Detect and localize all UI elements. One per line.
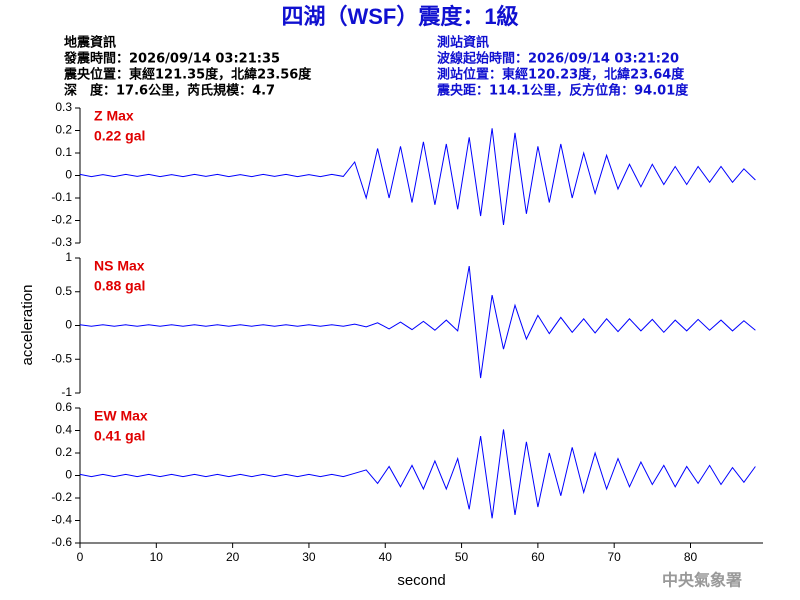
info-right: 測站位置：東經120.23度，北緯23.64度 bbox=[437, 67, 685, 83]
y-tick-label: -1 bbox=[61, 385, 72, 399]
y-tick-label: 0 bbox=[65, 468, 72, 482]
max-label: EW Max bbox=[94, 408, 148, 424]
waveform bbox=[79, 429, 756, 519]
info-left: 震央位置：東經121.35度，北緯23.56度 bbox=[63, 67, 312, 83]
x-tick-label: 0 bbox=[77, 550, 84, 564]
y-tick-label: 0.4 bbox=[55, 423, 72, 437]
y-tick-label: 0 bbox=[65, 318, 72, 332]
info-right: 震央距：114.1公里，反方位角：94.01度 bbox=[436, 83, 689, 99]
y-tick-label: -0.5 bbox=[51, 351, 72, 365]
y-tick-label: 0.5 bbox=[55, 284, 72, 298]
waveform bbox=[79, 266, 756, 379]
y-tick-label: 1 bbox=[65, 250, 72, 264]
max-label: 0.41 gal bbox=[94, 428, 145, 444]
y-tick-label: 0.3 bbox=[55, 100, 72, 114]
y-tick-label: -0.6 bbox=[51, 535, 72, 549]
title: 四湖（WSF）震度：1級 bbox=[281, 4, 518, 29]
y-tick-label: 0 bbox=[65, 168, 72, 182]
y-tick-label: -0.2 bbox=[51, 213, 72, 227]
x-tick-label: 50 bbox=[455, 550, 469, 564]
waveform bbox=[79, 128, 756, 226]
y-tick-label: -0.4 bbox=[51, 513, 72, 527]
max-label: NS Max bbox=[94, 258, 145, 274]
y-tick-label: -0.2 bbox=[51, 490, 72, 504]
info-left: 地震資訊 bbox=[64, 35, 116, 51]
y-tick-label: 0.2 bbox=[55, 445, 72, 459]
x-tick-label: 40 bbox=[379, 550, 393, 564]
y-tick-label: -0.3 bbox=[51, 235, 72, 249]
y-tick-label: -0.1 bbox=[51, 190, 72, 204]
info-right: 波線起始時間：2026/09/14 03:21:20 bbox=[437, 51, 679, 67]
y-tick-label: 0.6 bbox=[55, 400, 72, 414]
x-tick-label: 80 bbox=[684, 550, 698, 564]
info-left: 深 度：17.6公里，芮氏規模：4.7 bbox=[64, 83, 275, 99]
x-tick-label: 20 bbox=[226, 550, 240, 564]
max-label: 0.22 gal bbox=[94, 128, 145, 144]
x-tick-label: 60 bbox=[531, 550, 545, 564]
y-axis-label: acceleration bbox=[19, 285, 36, 366]
info-right: 測站資訊 bbox=[437, 35, 489, 51]
info-left: 發震時間：2026/09/14 03:21:35 bbox=[63, 51, 280, 67]
x-axis-label: second bbox=[397, 572, 445, 589]
y-tick-label: 0.1 bbox=[55, 145, 72, 159]
x-tick-label: 10 bbox=[150, 550, 164, 564]
max-label: Z Max bbox=[94, 108, 134, 124]
max-label: 0.88 gal bbox=[94, 278, 145, 294]
x-tick-label: 30 bbox=[302, 550, 316, 564]
x-tick-label: 70 bbox=[608, 550, 622, 564]
y-tick-label: 0.2 bbox=[55, 123, 72, 137]
footer: 中央氣象署 bbox=[662, 571, 742, 590]
